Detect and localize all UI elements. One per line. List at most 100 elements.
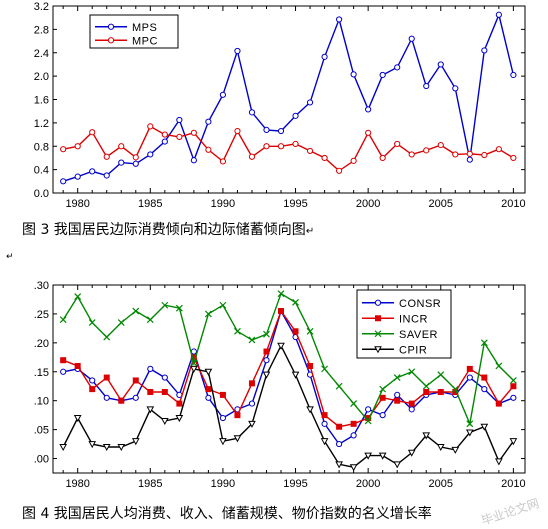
chart-growth-rates: .00 .05 .10 .15 .20 .25 .30 1980 1985 1990 1995 200… xyxy=(34,280,526,490)
data-point-incr xyxy=(379,394,386,401)
data-point-cpir xyxy=(495,458,503,466)
data-point-mps xyxy=(263,126,270,133)
x-tick-label: 1985 xyxy=(138,478,162,490)
data-point-consr xyxy=(510,394,517,401)
y-tick-label: 3.2 xyxy=(34,1,49,13)
data-point-cpir xyxy=(175,415,184,423)
y-tick-label: .05 xyxy=(34,425,49,437)
data-point-mpc xyxy=(205,146,212,153)
series-layer-1 xyxy=(60,11,517,185)
data-point-mps xyxy=(365,106,372,113)
data-point-incr xyxy=(103,374,110,381)
figure-3-caption: 图 3 我国居民边际消费倾向和边际储蓄倾向图↵ xyxy=(22,219,314,239)
legend-marker-cpir xyxy=(374,346,382,354)
data-point-mps xyxy=(205,118,212,125)
data-point-cpir xyxy=(291,371,300,379)
data-point-cpir xyxy=(465,429,474,437)
legend-marker-saver xyxy=(374,330,382,338)
data-point-mpc xyxy=(147,123,154,130)
data-point-cpir xyxy=(393,461,402,469)
data-point-mps xyxy=(190,157,197,164)
data-point-mps xyxy=(350,71,357,78)
data-point-incr xyxy=(147,389,154,396)
series-layer-2 xyxy=(59,290,518,472)
data-point-mpc xyxy=(161,131,168,138)
data-point-cpir xyxy=(422,432,431,440)
y-tick-label: 0.8 xyxy=(34,141,49,153)
y-tick-label: 0.0 xyxy=(34,188,49,200)
data-point-mpc xyxy=(89,129,96,136)
data-point-incr xyxy=(292,328,299,335)
data-point-cpir xyxy=(436,443,445,452)
data-point-incr xyxy=(118,397,125,404)
data-point-mpc xyxy=(379,154,386,162)
x-tick-label: 2010 xyxy=(501,198,525,210)
data-point-consr xyxy=(481,386,488,393)
axes-1: 0.0 0.4 0.8 1.2 1.6 2.0 2.4 2.8 3.2 1980 1985 1990 1… xyxy=(34,1,526,210)
data-point-incr xyxy=(161,389,168,396)
data-point-consr xyxy=(190,348,197,355)
y-tick-label: .30 xyxy=(34,280,49,292)
data-point-mps xyxy=(234,47,241,55)
data-point-cpir xyxy=(306,406,314,414)
legend-label-saver: SAVER xyxy=(399,329,438,341)
data-point-saver xyxy=(480,339,488,347)
data-point-incr xyxy=(60,357,67,364)
data-point-cpir xyxy=(480,423,489,431)
data-point-saver xyxy=(103,333,111,341)
data-point-cpir xyxy=(204,368,213,376)
data-point-saver xyxy=(379,385,387,393)
data-point-mps xyxy=(219,91,227,98)
data-point-mps xyxy=(103,172,110,179)
data-point-consr xyxy=(394,391,401,399)
data-point-mpc xyxy=(176,133,183,140)
y-tick-label: 1.6 xyxy=(34,95,49,107)
data-point-mpc xyxy=(321,154,328,162)
data-point-cpir xyxy=(335,461,343,469)
data-point-incr xyxy=(336,423,343,430)
data-point-mps xyxy=(176,116,183,124)
x-tick-label: 1985 xyxy=(138,198,162,210)
legend-marker-consr xyxy=(374,299,382,306)
data-point-saver xyxy=(146,316,154,324)
data-point-saver xyxy=(234,327,241,335)
data-point-mpc xyxy=(481,151,488,159)
x-tick-label: 1980 xyxy=(65,478,89,490)
data-point-cpir xyxy=(102,443,111,452)
data-point-saver xyxy=(204,310,212,318)
data-point-mps xyxy=(161,138,168,145)
data-point-saver xyxy=(74,293,82,300)
data-point-cpir xyxy=(160,417,169,425)
data-point-mps xyxy=(510,71,517,79)
data-point-mpc xyxy=(132,154,139,161)
data-point-cpir xyxy=(320,438,329,446)
data-point-consr xyxy=(103,394,110,401)
data-point-saver xyxy=(495,362,503,370)
data-point-mps xyxy=(336,16,343,23)
data-point-incr xyxy=(481,374,488,381)
data-point-mps xyxy=(132,160,139,167)
data-point-mps xyxy=(408,35,415,42)
data-point-mpc xyxy=(263,143,270,150)
data-point-saver xyxy=(219,301,227,309)
data-point-mpc xyxy=(495,146,502,153)
x-tick-label: 1995 xyxy=(283,478,307,490)
data-point-mps xyxy=(481,47,488,54)
data-point-incr xyxy=(219,391,226,398)
data-point-saver xyxy=(292,298,299,306)
data-point-mpc xyxy=(74,143,81,150)
data-point-mps xyxy=(437,61,444,68)
data-point-saver xyxy=(161,301,169,309)
chart-mps-mpc: 0.0 0.4 0.8 1.2 1.6 2.0 2.4 2.8 3.2 1980 1985 1990 1… xyxy=(34,1,526,210)
data-point-mpc xyxy=(248,153,256,160)
x-tick-label: 2005 xyxy=(429,478,453,490)
data-point-consr xyxy=(408,406,415,413)
data-point-cpir xyxy=(219,438,227,446)
data-point-consr xyxy=(466,374,473,381)
data-point-mpc xyxy=(408,151,415,158)
data-point-mpc xyxy=(510,154,517,162)
data-point-saver xyxy=(132,307,140,315)
data-point-cpir xyxy=(190,365,198,373)
data-point-consr xyxy=(350,432,357,439)
